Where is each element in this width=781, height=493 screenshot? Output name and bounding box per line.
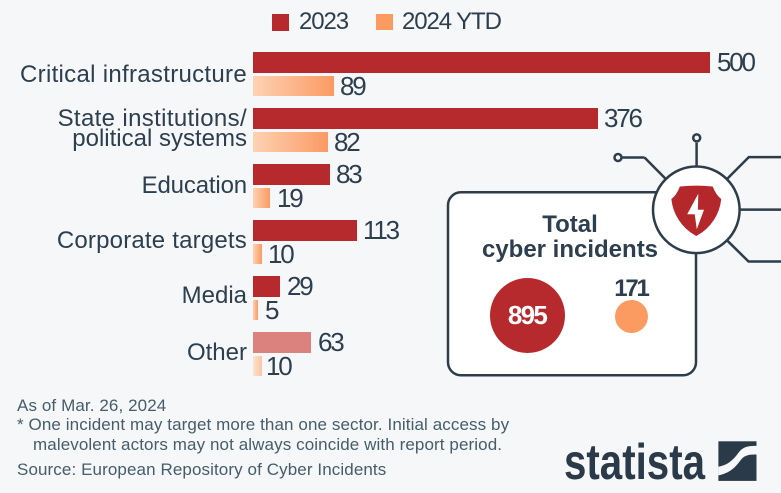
svg-text:statista: statista <box>564 434 706 490</box>
